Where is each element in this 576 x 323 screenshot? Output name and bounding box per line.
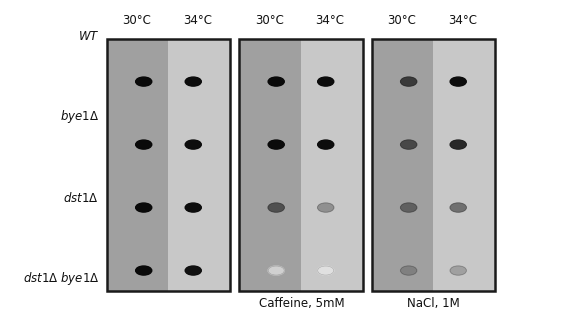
Text: $\it{WT}$: $\it{WT}$ [78, 30, 99, 43]
Text: 34°C: 34°C [183, 15, 212, 27]
Circle shape [268, 140, 284, 149]
Bar [239, 39, 363, 291]
Circle shape [401, 203, 416, 212]
Text: 34°C: 34°C [316, 15, 344, 27]
Circle shape [136, 203, 151, 212]
Circle shape [401, 266, 416, 275]
Circle shape [136, 266, 151, 275]
Circle shape [450, 266, 466, 275]
Circle shape [401, 140, 416, 149]
Circle shape [318, 203, 334, 212]
Circle shape [318, 266, 334, 275]
Circle shape [450, 140, 466, 149]
Bar [372, 39, 433, 291]
Text: NaCl, 1M: NaCl, 1M [407, 297, 460, 310]
Circle shape [136, 77, 151, 86]
Bar [107, 39, 230, 291]
Circle shape [450, 77, 466, 86]
Circle shape [401, 77, 416, 86]
Circle shape [450, 203, 466, 212]
Circle shape [268, 77, 284, 86]
Text: Caffeine, 5mM: Caffeine, 5mM [259, 297, 344, 310]
Text: 34°C: 34°C [448, 15, 477, 27]
Text: 30°C: 30°C [123, 15, 151, 27]
Bar [239, 39, 301, 291]
Bar [434, 39, 495, 291]
Text: 30°C: 30°C [388, 15, 416, 27]
Circle shape [136, 140, 151, 149]
Text: $\it{bye1\Delta}$: $\it{bye1\Delta}$ [60, 109, 99, 125]
Bar [168, 39, 230, 291]
Circle shape [318, 140, 334, 149]
Circle shape [185, 266, 201, 275]
Circle shape [185, 203, 201, 212]
Text: 30°C: 30°C [255, 15, 284, 27]
Bar [301, 39, 363, 291]
Text: $\it{dst1\Delta}$: $\it{dst1\Delta}$ [63, 191, 99, 205]
Bar [107, 39, 168, 291]
Circle shape [185, 77, 201, 86]
Circle shape [268, 266, 284, 275]
Bar [372, 39, 495, 291]
Circle shape [185, 140, 201, 149]
Circle shape [268, 203, 284, 212]
Text: $\it{dst1\Delta\ bye1\Delta}$: $\it{dst1\Delta\ bye1\Delta}$ [22, 270, 99, 287]
Circle shape [318, 77, 334, 86]
